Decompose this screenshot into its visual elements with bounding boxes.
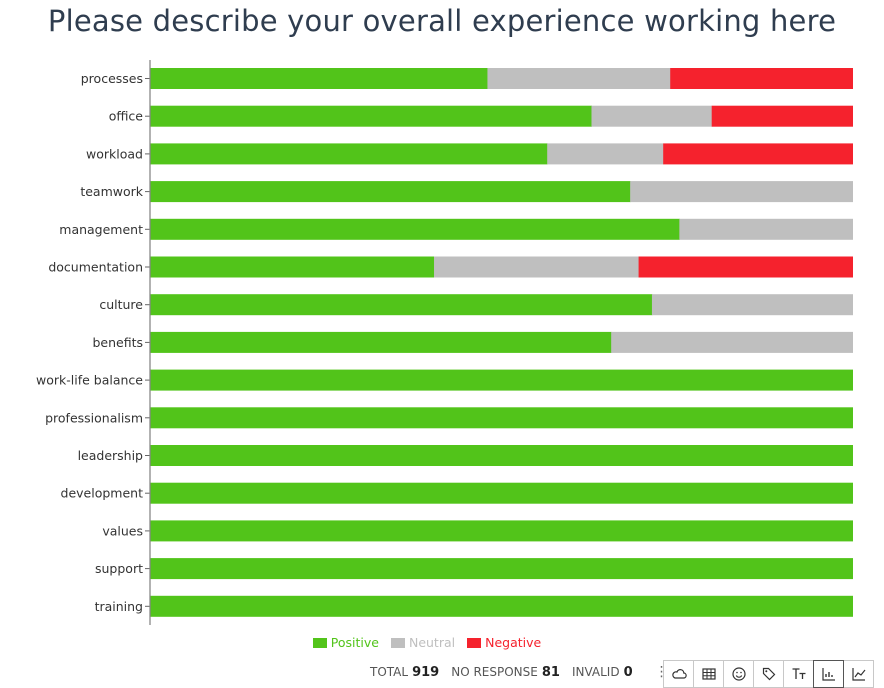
text-size-button[interactable] — [783, 660, 814, 688]
bar-segment-negative — [638, 256, 853, 278]
bar-segment-positive — [150, 143, 548, 165]
legend-label-neutral: Neutral — [408, 635, 456, 650]
invalid-value: 0 — [623, 664, 633, 680]
bar-segment-positive — [150, 294, 653, 316]
bar-segment-positive — [150, 558, 853, 580]
legend-label-positive: Positive — [330, 635, 379, 650]
bar-segment-positive — [150, 407, 853, 429]
y-tick-label: benefits — [92, 335, 143, 350]
bar-chart-icon — [821, 668, 835, 681]
cloud-view-button[interactable] — [663, 660, 694, 688]
text-size-icon — [792, 668, 805, 679]
bar-segment-positive — [150, 181, 631, 203]
y-tick-label: professionalism — [45, 410, 143, 425]
total-stat: TOTAL 919 — [370, 665, 439, 680]
y-tick-label: support — [95, 561, 143, 576]
bar-segment-positive — [150, 105, 592, 127]
bar-segment-negative — [663, 143, 853, 165]
bar-segment-neutral — [651, 294, 853, 316]
cloud-icon — [671, 669, 687, 679]
bar-segment-neutral — [591, 105, 713, 127]
smiley-icon — [731, 667, 746, 681]
bar-segment-positive — [150, 595, 853, 617]
bar-segment-neutral — [487, 68, 671, 89]
bar-segment-positive — [150, 369, 853, 391]
chart-title: Please describe your overall experience … — [47, 4, 837, 38]
legend-swatch-positive — [312, 637, 327, 648]
legend-label-negative: Negative — [485, 635, 542, 650]
bar-segment-neutral — [547, 143, 664, 165]
y-tick-label: culture — [99, 297, 143, 312]
line-chart-icon — [851, 668, 865, 681]
bar-segment-negative — [711, 105, 853, 127]
stacked-bar-chart: processes office workload teamwork managemen… — [36, 60, 853, 625]
bar-segment-negative — [670, 68, 853, 89]
y-tick-label: management — [59, 222, 143, 237]
y-tick-label: processes — [81, 71, 143, 86]
no-response-stat: NO RESPONSE 81 — [451, 665, 560, 680]
response-stats: TOTAL 919 NO RESPONSE 81 INVALID 0 ⋮ — [370, 664, 669, 680]
y-tick-label: office — [109, 109, 144, 124]
legend-swatch-negative — [467, 637, 482, 648]
no-response-label: NO RESPONSE — [451, 664, 538, 679]
bar-segment-neutral — [679, 218, 853, 240]
chart-type-toolbar — [663, 660, 874, 688]
y-tick-label: training — [95, 599, 143, 614]
y-tick-label: teamwork — [80, 184, 143, 199]
table-icon — [701, 668, 716, 680]
bar-segment-neutral — [434, 256, 640, 278]
bar-segment-positive — [150, 256, 435, 278]
y-tick-label: documentation — [48, 260, 143, 275]
line-chart-view-button[interactable] — [843, 660, 874, 688]
bar-segment-positive — [150, 482, 853, 504]
y-tick-label: workload — [86, 146, 143, 161]
y-tick-label: development — [61, 486, 144, 501]
bar-segment-neutral — [611, 331, 853, 353]
invalid-stat: INVALID 0 — [572, 665, 633, 680]
bar-segment-positive — [150, 331, 612, 353]
tag-view-button[interactable] — [753, 660, 784, 688]
bar-chart-view-button[interactable] — [813, 660, 844, 688]
legend: Positive Neutral Negative — [0, 635, 854, 650]
table-view-button[interactable] — [693, 660, 724, 688]
bar-segment-positive — [150, 445, 853, 466]
sentiment-view-button[interactable] — [723, 660, 754, 688]
y-tick-label: work-life balance — [36, 373, 143, 388]
total-label: TOTAL — [370, 664, 409, 679]
bar-segment-positive — [150, 68, 488, 89]
bar-segment-neutral — [630, 181, 853, 203]
legend-item-positive[interactable]: Positive — [312, 635, 379, 650]
invalid-label: INVALID — [571, 664, 620, 679]
legend-item-negative[interactable]: Negative — [467, 635, 541, 650]
total-value: 919 — [412, 664, 440, 680]
tag-icon — [762, 667, 775, 681]
y-tick-label: leadership — [78, 448, 143, 463]
legend-swatch-neutral — [390, 637, 405, 648]
no-response-value: 81 — [541, 664, 560, 680]
bar-segment-positive — [150, 520, 853, 542]
bar-segment-positive — [150, 218, 680, 240]
y-tick-label: values — [102, 523, 143, 538]
legend-item-neutral[interactable]: Neutral — [390, 635, 456, 650]
